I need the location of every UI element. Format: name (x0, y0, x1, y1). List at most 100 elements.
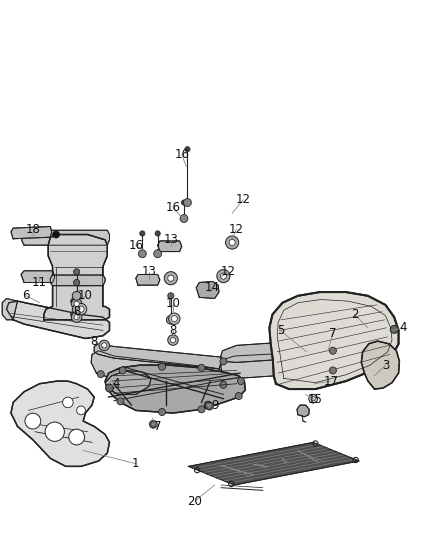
Circle shape (169, 313, 180, 325)
Circle shape (152, 423, 155, 426)
Circle shape (155, 231, 160, 236)
Polygon shape (21, 271, 55, 282)
Circle shape (154, 250, 162, 257)
Circle shape (69, 429, 85, 445)
Polygon shape (50, 275, 105, 286)
Circle shape (138, 250, 146, 257)
Circle shape (78, 306, 84, 312)
Circle shape (184, 199, 191, 206)
Polygon shape (269, 292, 399, 389)
Polygon shape (105, 370, 151, 394)
Circle shape (72, 305, 81, 313)
Polygon shape (22, 230, 110, 245)
Text: 16: 16 (166, 201, 180, 214)
Circle shape (74, 269, 80, 275)
Text: 15: 15 (308, 393, 323, 406)
Circle shape (168, 275, 174, 281)
Circle shape (208, 405, 211, 408)
Circle shape (235, 392, 242, 400)
Circle shape (75, 303, 87, 315)
Circle shape (180, 215, 188, 222)
Circle shape (206, 403, 210, 407)
Text: 8: 8 (91, 335, 98, 348)
Circle shape (117, 398, 124, 405)
Polygon shape (94, 344, 221, 369)
Text: 1: 1 (132, 457, 140, 470)
Circle shape (159, 363, 166, 370)
Text: 16: 16 (174, 148, 189, 161)
Circle shape (170, 337, 176, 343)
Circle shape (119, 367, 126, 374)
Circle shape (45, 422, 64, 441)
Circle shape (171, 316, 177, 322)
Circle shape (102, 343, 107, 348)
Polygon shape (7, 301, 109, 338)
Circle shape (106, 384, 113, 392)
Circle shape (329, 347, 336, 354)
Circle shape (140, 231, 145, 236)
Text: 13: 13 (163, 233, 178, 246)
Circle shape (226, 236, 239, 249)
Circle shape (71, 298, 82, 309)
Circle shape (220, 358, 227, 365)
Circle shape (166, 316, 175, 324)
Polygon shape (188, 442, 359, 485)
Polygon shape (221, 352, 333, 378)
Polygon shape (44, 235, 110, 320)
Circle shape (220, 381, 227, 389)
Circle shape (149, 421, 157, 428)
Polygon shape (91, 351, 223, 389)
Circle shape (181, 200, 187, 205)
Circle shape (198, 364, 205, 372)
Circle shape (74, 301, 79, 306)
Circle shape (77, 406, 85, 415)
Circle shape (164, 272, 177, 285)
Polygon shape (221, 340, 333, 362)
Circle shape (71, 312, 82, 322)
Circle shape (159, 408, 166, 416)
Text: 12: 12 (220, 265, 235, 278)
Text: 16: 16 (128, 239, 143, 252)
Polygon shape (11, 227, 52, 239)
Text: 12: 12 (229, 223, 244, 236)
Polygon shape (361, 341, 399, 389)
Circle shape (311, 397, 315, 401)
Polygon shape (158, 241, 182, 252)
Polygon shape (297, 405, 309, 417)
Text: 3: 3 (382, 359, 389, 372)
Circle shape (217, 270, 230, 282)
Circle shape (168, 335, 178, 345)
Text: 7: 7 (329, 327, 337, 340)
Circle shape (220, 273, 226, 279)
Text: 17: 17 (323, 375, 338, 387)
Circle shape (204, 401, 212, 409)
Circle shape (74, 314, 79, 320)
Text: 4: 4 (112, 377, 120, 390)
Circle shape (63, 397, 73, 408)
Circle shape (168, 293, 174, 299)
Circle shape (71, 311, 77, 318)
Circle shape (205, 402, 213, 410)
Text: 2: 2 (351, 308, 359, 321)
Circle shape (198, 406, 205, 413)
Circle shape (390, 326, 398, 333)
Polygon shape (136, 274, 160, 285)
Text: 7: 7 (154, 420, 162, 433)
Text: 8: 8 (170, 324, 177, 337)
Circle shape (329, 367, 336, 374)
Polygon shape (11, 381, 110, 466)
Circle shape (309, 394, 318, 403)
Polygon shape (105, 365, 245, 413)
Text: 6: 6 (22, 289, 30, 302)
Circle shape (237, 377, 244, 385)
Circle shape (99, 340, 110, 351)
Polygon shape (2, 298, 18, 320)
Polygon shape (196, 281, 219, 298)
Text: 12: 12 (236, 193, 251, 206)
Circle shape (25, 413, 41, 429)
Text: 14: 14 (205, 281, 220, 294)
Text: 11: 11 (32, 276, 47, 289)
Text: 5: 5 (277, 324, 284, 337)
Text: 13: 13 (141, 265, 156, 278)
Text: 10: 10 (166, 297, 180, 310)
